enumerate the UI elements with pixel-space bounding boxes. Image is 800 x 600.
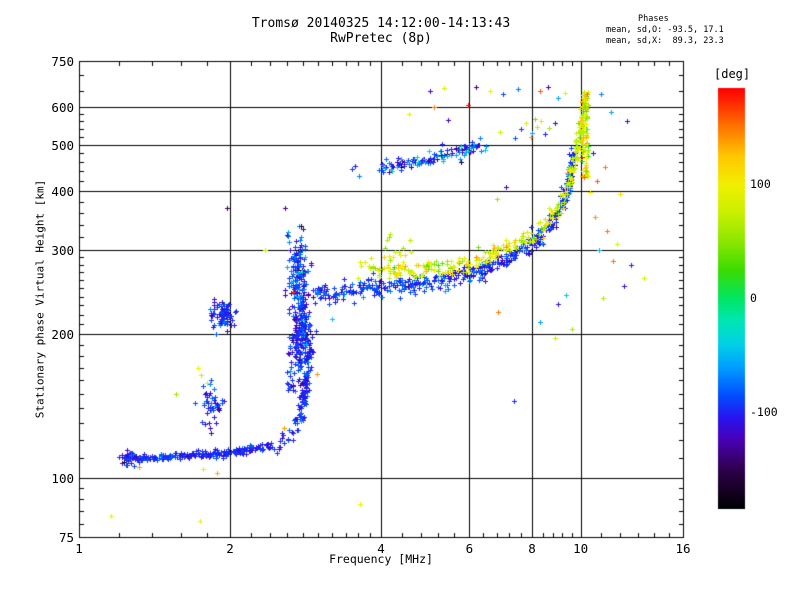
- plot-title: Tromsø 20140325 14:12:00-14:13:43: [251, 16, 511, 31]
- y-axis-tick-label: 400: [51, 183, 74, 199]
- phase-stats-block: Phases mean, sd,O: -93.5, 17.1 mean, sd,X:…: [606, 14, 776, 47]
- x-axis-tick-label: 1: [75, 541, 83, 556]
- x-axis-tick-label: 2: [226, 541, 234, 556]
- x-axis-tick-label: 16: [675, 541, 691, 556]
- colorbar-tick-label: -100: [750, 404, 778, 419]
- y-axis-tick-label: 750: [51, 54, 74, 69]
- x-axis-tick-label: 6: [465, 541, 474, 556]
- plot-subtitle: RwPretec (8p): [330, 31, 432, 46]
- y-axis-label: Stationary phase Virtual Height [km]: [33, 179, 47, 419]
- y-axis-tick-label: 100: [51, 470, 74, 486]
- y-axis-tick-label: 300: [51, 243, 74, 259]
- y-axis-tick-label: 500: [51, 137, 74, 153]
- phase-stats-heading: Phases: [638, 14, 669, 24]
- x-axis-tick-label: 8: [528, 541, 536, 556]
- y-axis-tick-label: 200: [51, 327, 74, 343]
- x-axis-tick-label: 10: [573, 541, 589, 556]
- colorbar-unit-label: [deg]: [714, 67, 751, 81]
- x-axis-label: Frequency [MHz]: [329, 552, 433, 566]
- x-axis-tick-label: 4: [377, 541, 385, 556]
- y-axis-tick-label: 75: [58, 530, 74, 545]
- colorbar-tick-label: 100: [750, 177, 771, 192]
- phase-stats-x-mode: mean, sd,X: 89.3, 23.3: [606, 36, 724, 46]
- y-axis-tick-label: 600: [51, 100, 74, 116]
- colorbar-tick-label: 0: [750, 291, 757, 305]
- phase-stats-o-mode: mean, sd,O: -93.5, 17.1: [606, 25, 724, 35]
